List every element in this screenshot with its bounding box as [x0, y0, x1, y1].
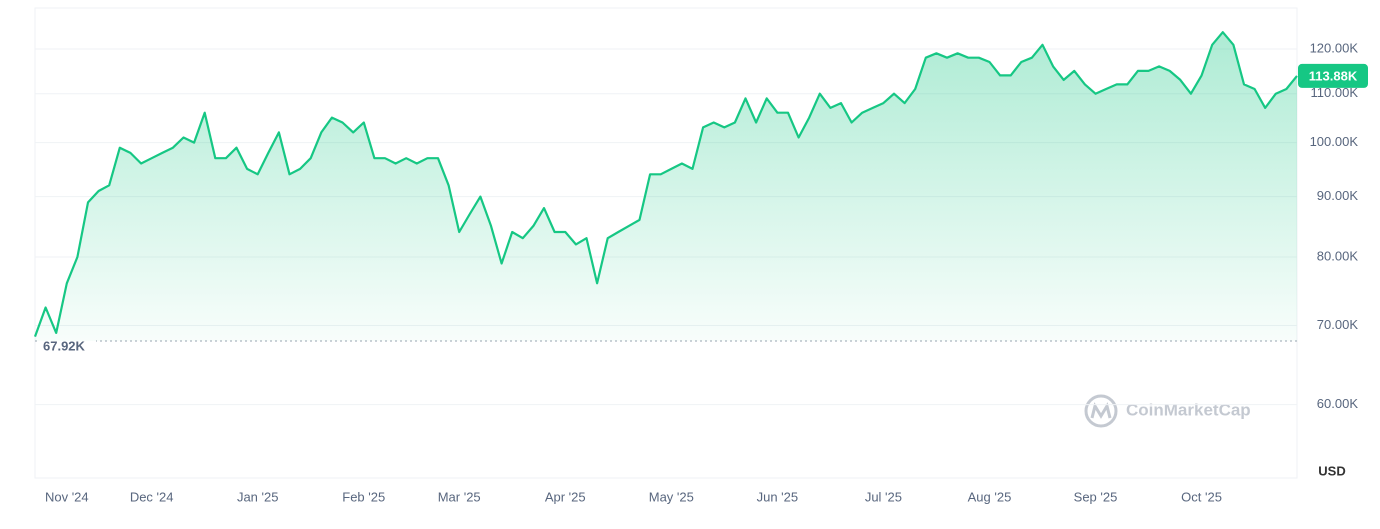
- x-tick-label: Jun '25: [757, 489, 799, 504]
- y-tick-label: 60.00K: [1317, 396, 1359, 411]
- x-tick-label: May '25: [649, 489, 694, 504]
- watermark-text: CoinMarketCap: [1126, 400, 1251, 419]
- y-tick-label: 90.00K: [1317, 188, 1359, 203]
- y-tick-label: 80.00K: [1317, 248, 1359, 263]
- y-tick-label: 110.00K: [1311, 85, 1359, 100]
- price-line: [33, 31, 1298, 337]
- x-tick-label: Aug '25: [968, 489, 1012, 504]
- currency-label: USD: [1318, 463, 1345, 478]
- x-tick-label: Mar '25: [438, 489, 481, 504]
- y-tick-label: 100.00K: [1310, 134, 1359, 149]
- price-area: [35, 32, 1297, 342]
- x-tick-label: Dec '24: [130, 489, 174, 504]
- x-tick-label: Feb '25: [342, 489, 385, 504]
- watermark: CoinMarketCap: [1084, 394, 1251, 428]
- x-tick-label: Jul '25: [865, 489, 902, 504]
- x-tick-label: Apr '25: [545, 489, 586, 504]
- current-price-label: 113.88K: [1309, 68, 1358, 83]
- start-price-label: 67.92K: [43, 338, 86, 353]
- y-tick-label: 120.00K: [1310, 40, 1359, 55]
- current-price-badge: [1298, 63, 1368, 88]
- y-tick-label: 70.00K: [1317, 317, 1359, 332]
- x-tick-label: Sep '25: [1074, 489, 1118, 504]
- x-tick-label: Jan '25: [237, 489, 279, 504]
- x-tick-label: Nov '24: [45, 489, 89, 504]
- x-tick-label: Oct '25: [1181, 489, 1222, 504]
